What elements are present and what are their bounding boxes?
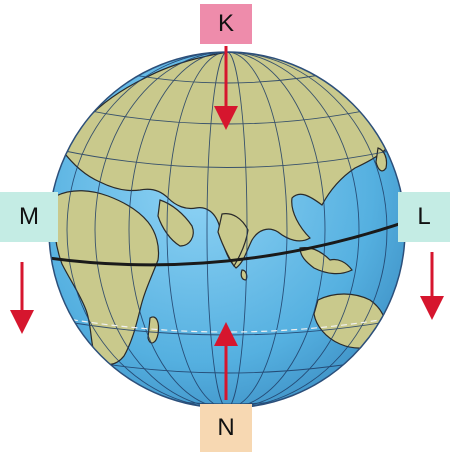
label-m: M [0,192,58,242]
india-land [217,213,249,268]
madagascar-land [147,316,160,344]
japan-land [375,147,388,172]
label-n: N [200,404,252,452]
arrows [10,46,444,400]
label-l: L [398,192,450,242]
landmasses [53,52,399,366]
equator-line [49,220,405,267]
label-k: K [200,4,252,44]
indonesia-land [299,247,353,275]
africa-land [53,190,160,366]
arabia-land [157,199,194,247]
